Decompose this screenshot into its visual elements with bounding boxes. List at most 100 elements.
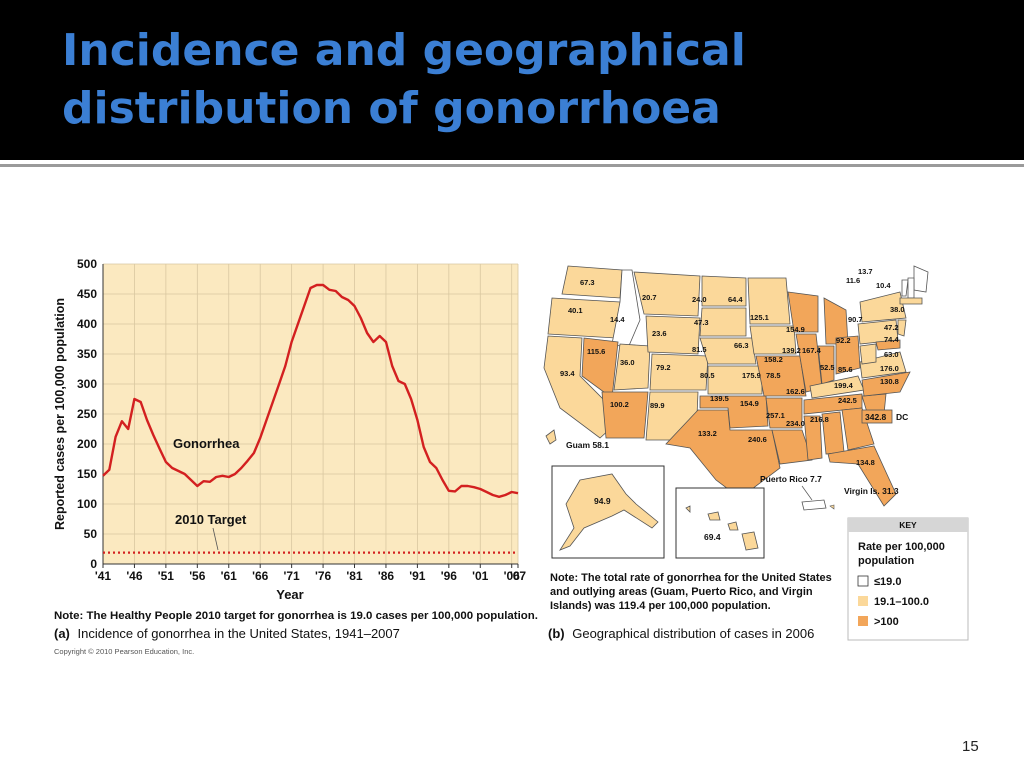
state-new-york [859,291,907,323]
md-value: 130.8 [880,377,899,386]
ca-value: 93.4 [560,369,575,378]
hawaii-shape [685,505,759,551]
az-value: 100.2 [610,400,629,409]
puerto-rico-shape [801,499,827,511]
x-tick-label: '86 [378,569,395,583]
x-tick-label: '01 [472,569,489,583]
key-swatch-high [858,616,868,626]
ri-value: 47.2 [884,323,899,332]
title-divider [0,164,1024,167]
y-tick-label: 500 [77,257,97,271]
dc-value: 342.8 [865,412,887,422]
state-louisiana [771,429,813,465]
dc-label: DC [896,412,908,422]
va-value: 85.6 [838,365,853,374]
ks-value: 80.5 [700,371,715,380]
sd-value: 47.3 [694,318,709,327]
nd-value: 24.0 [692,295,707,304]
puerto-rico-label: Puerto Rico 7.7 [760,474,822,484]
y-axis-ticks: 0 50 100 150 200 250 300 350 400 450 500 [77,257,97,571]
sc-value: 242.5 [838,396,857,405]
copyright: Copyright © 2010 Pearson Education, Inc. [54,647,194,656]
state-missouri [755,355,807,397]
title-bar [0,0,1024,160]
state-arizona [601,391,649,439]
state-texas [665,409,781,499]
panel-b-note-line-1: Note: The total rate of gonorrhea for th… [550,572,832,584]
x-tick-label: '07 [510,569,527,583]
nv-value: 115.6 [587,347,605,356]
state-florida [827,445,897,507]
ky-value: 78.5 [766,371,781,380]
x-axis-label: Year [276,587,303,602]
virgin-islands-shape [829,504,835,510]
state-new-hampshire [907,277,915,299]
state-indiana [817,345,835,385]
slide-number: 15 [962,738,979,755]
guam-label: Guam 58.1 [566,440,609,450]
ia-value: 66.3 [734,341,749,350]
state-west-virginia [859,343,877,365]
y-tick-label: 450 [77,287,97,301]
state-colorado [649,353,709,391]
state-minnesota [747,277,791,325]
state-virginia [859,351,907,379]
guam-shape [545,429,557,445]
puerto-rico-leader [801,485,813,501]
in-value: 139.2 [782,346,801,355]
ar-value: 154.9 [740,399,759,408]
state-wisconsin [787,291,819,333]
x-tick-label: '71 [284,569,301,583]
oh-value: 167.4 [802,346,822,355]
ny-value: 90.7 [848,315,863,324]
key-label-high: >100 [874,616,899,628]
wv-value: 52.5 [820,363,835,372]
nh-value: 10.4 [876,281,891,290]
distribution-map: 67.3 40.1 14.4 115.6 93.4 36.0 20.7 24.0… [543,265,969,641]
y-axis-label: Reported cases per 100,000 population [53,298,67,530]
state-south-dakota [699,307,747,337]
co-value: 79.2 [656,363,671,372]
state-north-carolina [861,371,911,397]
panel-a-caption-prefix: (a) [54,626,70,641]
panel-a-note: Note: The Healthy People 2010 target for… [54,610,538,622]
key-heading-line-2: population [858,555,914,567]
state-maryland [875,339,901,351]
x-tick-label: '96 [441,569,458,583]
x-tick-label: '76 [315,569,332,583]
state-massachusetts [899,297,923,305]
dc-box [861,409,893,424]
panel-b-note-line-2: and outlying areas (Guam, Puerto Rico, a… [550,586,813,598]
key-heading-line-1: Rate per 100,000 [858,541,945,553]
series-layer [102,283,519,554]
state-utah [613,343,651,391]
state-value-labels: 67.3 40.1 14.4 115.6 93.4 36.0 20.7 24.0… [560,267,905,467]
y-tick-label: 400 [77,317,97,331]
x-tick-label: '91 [409,569,426,583]
x-tick-label: '06 [504,569,521,583]
mn-value: 64.4 [728,295,743,304]
y-tick-label: 200 [77,437,97,451]
key-label-low: ≤19.0 [874,576,901,588]
state-vermont [901,279,909,297]
panel-b-caption-text: Geographical distribution of cases in 20… [572,626,814,641]
ut-value: 36.0 [620,358,635,367]
nm-value: 89.9 [650,401,665,410]
state-arkansas [765,397,803,429]
key-swatch-low [857,575,869,587]
mi-value: 154.9 [786,325,805,334]
y-tick-label: 50 [84,527,98,541]
y-tick-label: 100 [77,497,97,511]
panel-a-caption: (a) Incidence of gonorrhea in the United… [54,626,400,641]
state-wyoming [645,315,701,355]
pa-value: 92.2 [836,336,851,345]
hawaii-value: 69.4 [704,532,721,542]
y-tick-label: 350 [77,347,97,361]
key-label-mid: 19.1–100.0 [874,596,929,608]
x-tick-label: '46 [126,569,143,583]
state-kansas [707,365,763,395]
state-ohio [835,335,861,375]
panel-a-caption-text: Incidence of gonorrhea in the United Sta… [78,626,400,641]
tn-value: 162.6 [786,387,805,396]
wa-value: 67.3 [580,278,595,287]
